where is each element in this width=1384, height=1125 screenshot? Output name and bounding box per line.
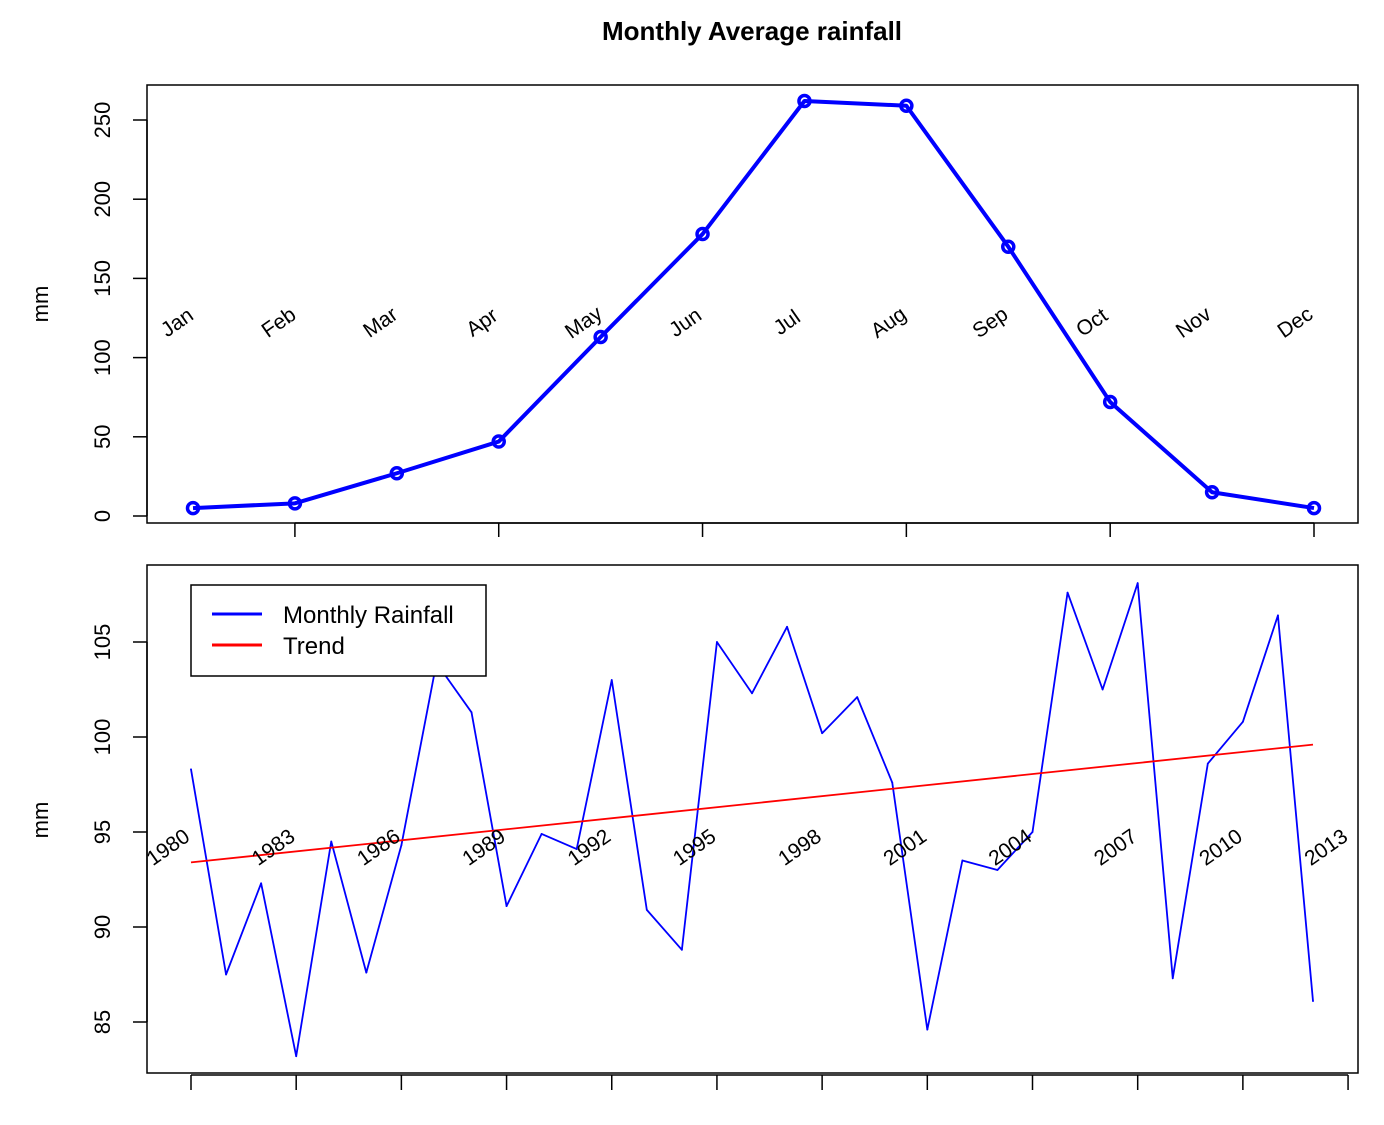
data-point-2012 — [1312, 1000, 1314, 1002]
data-point-2002 — [961, 859, 964, 862]
data-point-1982 — [260, 882, 263, 885]
data-point-1984 — [330, 840, 333, 843]
month-label-aug: Aug — [867, 303, 911, 343]
y-tick-label-85: 85 — [90, 1010, 115, 1034]
year-label-2004: 2004 — [985, 825, 1037, 871]
rainfall-line — [192, 98, 1315, 511]
year-label-1998: 1998 — [774, 825, 825, 871]
y-tick-label-95: 95 — [90, 820, 115, 844]
month-label-oct: Oct — [1072, 304, 1112, 342]
y-axis-label: mm — [28, 286, 53, 323]
data-point-2011 — [1277, 614, 1279, 617]
month-label-apr: Apr — [462, 304, 502, 342]
data-point-1991 — [575, 848, 578, 850]
data-point-1996 — [751, 692, 753, 695]
month-labels: Jan Feb Mar Apr May Jun Jul Aug Sep Oct Nov Dec — [157, 302, 1317, 344]
data-point-jan — [185, 500, 201, 516]
figure-title: Monthly Average rainfall — [602, 16, 902, 46]
legend-label-monthly-rainfall: Monthly Rainfall — [283, 602, 454, 629]
data-point-1990 — [540, 833, 543, 835]
year-label-2013: 2013 — [1301, 825, 1352, 871]
data-point-oct — [1102, 394, 1118, 410]
y-axis-label: mm — [28, 802, 53, 839]
data-point-1986 — [400, 844, 403, 847]
year-label-2001: 2001 — [879, 825, 930, 871]
data-point-1993 — [645, 909, 648, 911]
data-point-1995 — [716, 641, 718, 643]
month-label-jun: Jun — [665, 304, 706, 342]
data-point-1999 — [856, 696, 859, 698]
data-point-1985 — [365, 971, 368, 974]
data-point-jun — [695, 226, 710, 242]
data-point-2001 — [926, 1028, 929, 1031]
data-point-2003 — [996, 869, 999, 871]
month-label-feb: Feb — [257, 303, 300, 343]
legend-box — [190, 584, 487, 677]
data-point-jul — [797, 93, 812, 109]
data-point-1980 — [190, 768, 192, 771]
data-point-2004 — [1031, 831, 1034, 833]
year-label-1980: 1980 — [143, 825, 194, 871]
data-point-1981 — [225, 973, 227, 976]
data-point-1994 — [680, 948, 683, 951]
y-tick-label-100: 100 — [90, 719, 115, 756]
year-label-1983: 1983 — [248, 825, 299, 871]
data-point-feb — [287, 496, 303, 511]
year-label-1992: 1992 — [564, 825, 615, 871]
data-point-2010 — [1241, 720, 1244, 723]
month-label-sep: Sep — [968, 303, 1012, 343]
data-series — [190, 582, 1314, 1058]
data-point-2009 — [1206, 762, 1209, 765]
data-point-apr — [491, 434, 506, 449]
month-label-jul: Jul — [769, 306, 804, 340]
data-point-1997 — [786, 625, 788, 628]
data-point-may — [593, 329, 608, 345]
data-point-2005 — [1066, 591, 1069, 594]
data-point-nov — [1204, 484, 1220, 500]
month-label-dec: Dec — [1273, 303, 1317, 343]
y-tick-label-50: 50 — [90, 425, 115, 449]
legend: Monthly Rainfall Trend — [190, 584, 487, 677]
data-point-2006 — [1101, 688, 1104, 691]
data-point-mar — [389, 465, 405, 481]
data-point-sep — [1001, 239, 1016, 254]
data-point-1992 — [610, 679, 613, 681]
rainfall-series — [185, 93, 1322, 516]
y-axis: 85 90 95 100 105 — [90, 624, 148, 1034]
y-tick-label-105: 105 — [90, 624, 115, 661]
data-point-dec — [1306, 500, 1322, 516]
y-tick-label-0: 0 — [90, 510, 115, 522]
x-axis — [294, 522, 1315, 537]
month-label-nov: Nov — [1172, 302, 1216, 343]
y-tick-label-100: 100 — [90, 339, 115, 376]
data-point-2000 — [891, 781, 894, 784]
y-tick-label-200: 200 — [90, 181, 115, 218]
data-point-1983 — [295, 1055, 298, 1058]
y-tick-label-150: 150 — [90, 260, 115, 297]
data-point-2007 — [1136, 582, 1139, 584]
legend-label-trend: Trend — [283, 633, 345, 660]
plot-frame — [146, 84, 1359, 524]
data-point-1989 — [505, 905, 508, 907]
month-label-jan: Jan — [157, 304, 198, 342]
data-point-1988 — [470, 711, 473, 714]
data-point-1998 — [821, 732, 824, 735]
y-tick-label-90: 90 — [90, 915, 115, 939]
year-label-2010: 2010 — [1195, 825, 1246, 871]
data-point-2008 — [1171, 977, 1174, 980]
y-axis: 0 50 100 150 200 250 — [90, 102, 148, 522]
y-tick-label-250: 250 — [90, 102, 115, 139]
x-axis — [190, 1074, 1349, 1090]
data-point-aug — [899, 98, 914, 113]
trend-line — [190, 743, 1314, 864]
month-label-mar: Mar — [359, 303, 402, 343]
year-label-2007: 2007 — [1090, 825, 1141, 871]
